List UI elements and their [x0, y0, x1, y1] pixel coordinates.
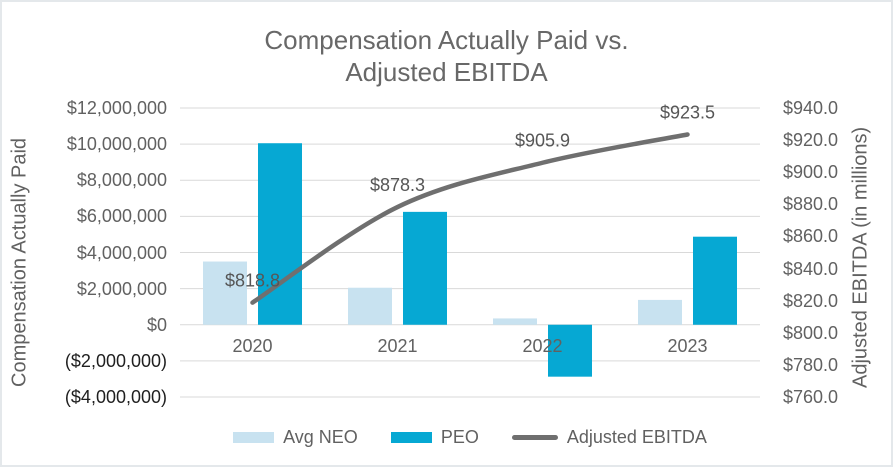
ebitda-data-label-2021: $878.3	[370, 175, 425, 195]
left-axis-tick: $2,000,000	[76, 278, 167, 299]
legend-label: Adjusted EBITDA	[566, 426, 707, 447]
right-axis-tick: $880.0	[783, 194, 839, 215]
legend-swatch-peo	[390, 431, 432, 443]
left-axis-tick: $4,000,000	[76, 242, 167, 263]
legend: Avg NEO PEO Adjusted EBITDA	[180, 424, 760, 450]
bar-peo-2022	[548, 324, 592, 377]
legend-swatch-adjusted-ebitda	[511, 434, 558, 440]
left-axis-tick: $6,000,000	[76, 206, 167, 227]
right-axis-tick: $860.0	[783, 226, 839, 247]
chart-title-line1: Compensation Actually Paid vs.	[264, 25, 629, 55]
right-axis-tick: $800.0	[783, 322, 839, 343]
legend-swatch-avg-neo	[233, 431, 275, 443]
bar-avg-neo-2020	[203, 261, 247, 325]
bar-avg-neo-2021	[348, 287, 392, 325]
legend-label: Avg NEO	[283, 426, 358, 447]
bar-peo-2021	[403, 211, 447, 325]
left-axis-tick: ($2,000,000)	[64, 350, 167, 371]
chart-title-line2: Adjusted EBITDA	[345, 57, 548, 87]
legend-item-peo: PEO	[390, 426, 479, 448]
adjusted-ebitda-line	[250, 132, 690, 305]
x-axis-label-2023: 2023	[667, 336, 707, 356]
legend-item-adjusted-ebitda: Adjusted EBITDA	[511, 426, 707, 448]
ebitda-data-label-2023: $923.5	[660, 102, 715, 122]
bar-avg-neo-2023	[638, 299, 682, 325]
right-axis-tick: $920.0	[783, 130, 839, 151]
right-axis-tick: $900.0	[783, 162, 839, 183]
chart-title: Compensation Actually Paid vs. Adjusted …	[0, 24, 893, 88]
left-axis-tick: $8,000,000	[76, 170, 167, 191]
bar-peo-2020	[258, 143, 302, 325]
left-axis-tick: ($4,000,000)	[64, 387, 167, 407]
bar-avg-neo-2022	[493, 318, 537, 325]
ebitda-data-label-2022: $905.9	[515, 131, 570, 151]
legend-label: PEO	[440, 426, 479, 447]
right-axis-tick: $840.0	[783, 258, 839, 279]
left-axis-tick: $12,000,000	[66, 98, 167, 118]
legend-item-avg-neo: Avg NEO	[233, 427, 358, 448]
x-axis-label-2022: 2022	[522, 336, 562, 356]
x-axis-label-2020: 2020	[232, 336, 272, 356]
bar-peo-2023	[693, 236, 737, 325]
x-axis-label-2021: 2021	[377, 336, 417, 356]
left-axis-tick: $10,000,000	[66, 134, 167, 155]
right-axis-tick: $760.0	[783, 387, 839, 407]
right-axis-tick: $940.0	[783, 98, 839, 118]
right-axis-tick: $820.0	[783, 290, 839, 311]
left-axis-tick: $0	[146, 314, 167, 335]
ebitda-data-label-2020: $818.8	[225, 271, 280, 291]
right-axis-tick: $780.0	[783, 354, 839, 375]
